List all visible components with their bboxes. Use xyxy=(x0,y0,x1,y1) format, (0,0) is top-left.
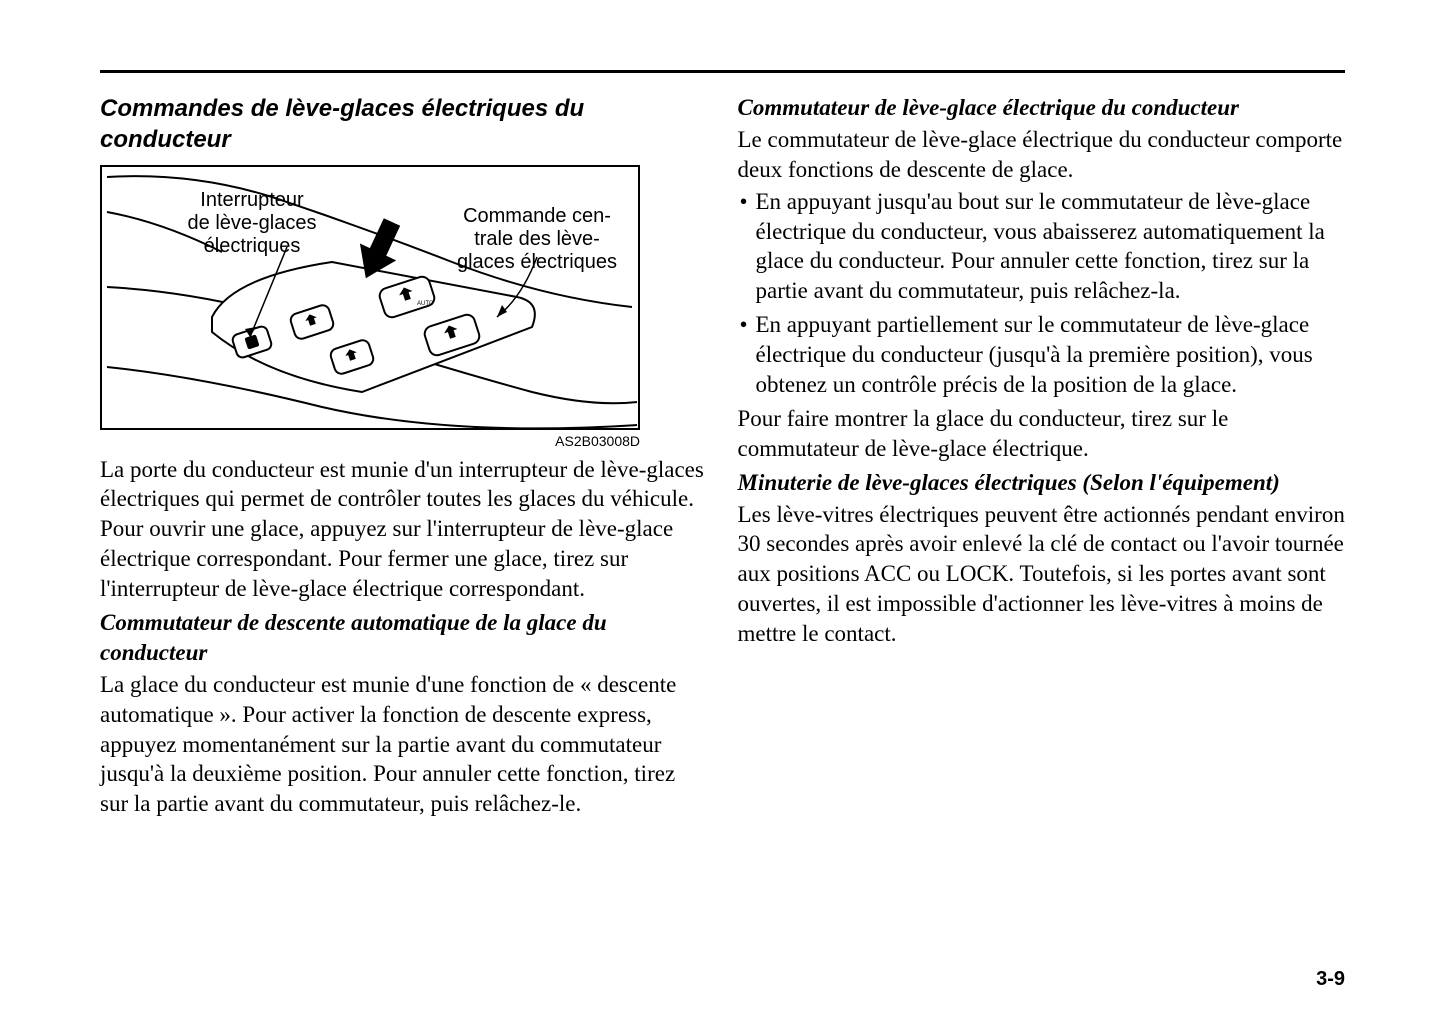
paragraph: La glace du conducteur est munie d'une f… xyxy=(100,670,708,819)
right-column: Commutateur de lève-glace électrique du … xyxy=(738,93,1346,821)
figure-code: AS2B03008D xyxy=(100,432,640,450)
left-column: Commandes de lève-glaces électriques du … xyxy=(100,93,708,821)
paragraph: La porte du conducteur est munie d'un in… xyxy=(100,455,708,604)
section-title: Commandes de lève-glaces électriques du … xyxy=(100,93,708,155)
page-number: 3-9 xyxy=(1316,968,1345,991)
subheading: Minuterie de lève-glaces électriques (Se… xyxy=(738,468,1346,498)
figure-label-left: Interrupteurde lève-glacesélectriques xyxy=(172,189,332,258)
paragraph: Pour faire montrer la glace du conducteu… xyxy=(738,404,1346,464)
top-rule xyxy=(100,70,1345,73)
paragraph: Les lève-vitres électriques peuvent être… xyxy=(738,500,1346,649)
subheading: Commutateur de lève-glace électrique du … xyxy=(738,93,1346,123)
list-item: En appuyant partiellement sur le commuta… xyxy=(738,310,1346,400)
subheading: Commutateur de descente automatique de l… xyxy=(100,608,708,668)
paragraph: Le commutateur de lève-glace électrique … xyxy=(738,125,1346,185)
content-columns: Commandes de lève-glaces électriques du … xyxy=(100,93,1345,821)
figure-label-right: Commande cen-trale des lève-glaces élect… xyxy=(452,205,622,274)
svg-text:AUTO: AUTO xyxy=(417,301,434,307)
bullet-list: En appuyant jusqu'au bout sur le commuta… xyxy=(738,187,1346,400)
list-item: En appuyant jusqu'au bout sur le commuta… xyxy=(738,187,1346,307)
figure-window-switches: AUTO Interrupteurde lève-glacesélec xyxy=(100,165,640,430)
